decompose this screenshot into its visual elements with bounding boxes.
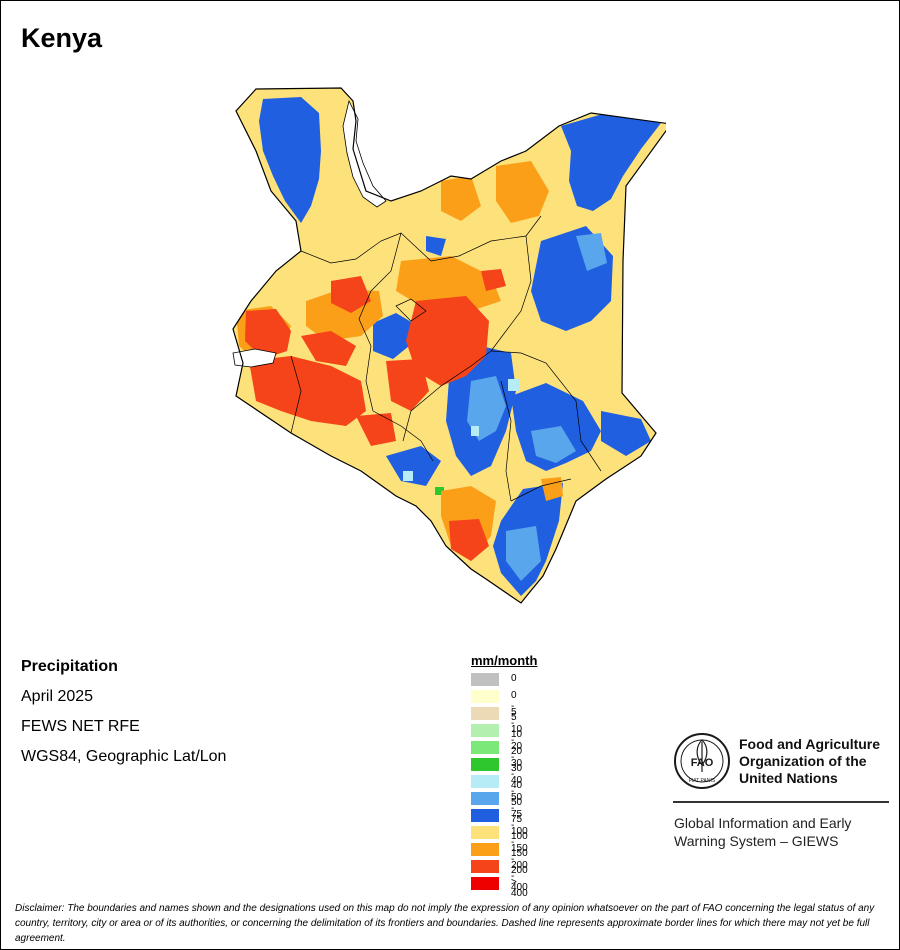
legend-swatch [471, 741, 499, 754]
projection-label: WGS84, Geographic Lat/Lon [21, 748, 227, 765]
legend-swatch [471, 758, 499, 771]
province-boundaries [290, 215, 602, 502]
legend-swatch [471, 809, 499, 822]
system-name-line1: Global Information and Early [674, 815, 852, 831]
legend-label: 20 - 30 [511, 741, 523, 774]
legend-swatch [471, 724, 499, 737]
map-title: Kenya [21, 23, 103, 53]
legend-swatch [471, 826, 499, 839]
disclaimer-text: Disclaimer: The boundaries and names sho… [15, 903, 875, 944]
org-name-line3: United Nations [739, 770, 838, 786]
rainfall-bright-red-over-400 [569, 521, 575, 527]
org-name-line2: Organization of the [739, 753, 867, 769]
legend-swatch [471, 843, 499, 856]
legend-swatch [471, 877, 499, 890]
rainfall-paleblue-40-50 [403, 379, 520, 481]
lake-turkana [342, 99, 387, 208]
legend-swatch [471, 792, 499, 805]
legend-label: 30 - 40 [511, 758, 523, 791]
legend-label: 100 - 150 [511, 826, 528, 859]
legend-label: 75 - 100 [511, 809, 528, 842]
legend-title: mm/month [471, 653, 538, 668]
legend-label: 0 [511, 673, 517, 684]
lake-victoria [232, 348, 277, 368]
legend-label: 5 - 10 [511, 707, 523, 740]
source-label: FEWS NET RFE [21, 718, 140, 735]
legend-swatch [471, 707, 499, 720]
legend-label: 0 - 5 [511, 690, 517, 723]
rainfall-green-30-40 [435, 487, 444, 495]
fao-logo-icon: FAO FIAT PANIS [674, 733, 730, 789]
variable-label: Precipitation [21, 658, 118, 675]
legend-swatch [471, 860, 499, 873]
legend-label: 150 - 200 [511, 843, 528, 876]
org-divider [673, 801, 889, 803]
period-label: April 2025 [21, 688, 94, 705]
rainfall-lightblue-50-75 [467, 233, 607, 581]
legend-label: > 400 [511, 877, 528, 899]
legend-label: 200 - 400 [511, 860, 528, 893]
system-name-line2: Warning System – GIEWS [674, 833, 839, 849]
rainfall-red-200-400 [245, 109, 506, 561]
org-name-line1: Food and Agriculture [739, 736, 881, 752]
logo-text: FAO [691, 757, 714, 769]
legend-label: 50 - 75 [511, 792, 523, 825]
legend-label: 40 - 50 [511, 775, 523, 808]
legend-swatch [471, 673, 499, 686]
kenya-precipitation-map [232, 87, 666, 604]
legend-swatch [471, 690, 499, 703]
logo-motto: FIAT PANIS [689, 778, 716, 784]
legend-label: 10 - 20 [511, 724, 523, 757]
legend-swatch [471, 775, 499, 788]
